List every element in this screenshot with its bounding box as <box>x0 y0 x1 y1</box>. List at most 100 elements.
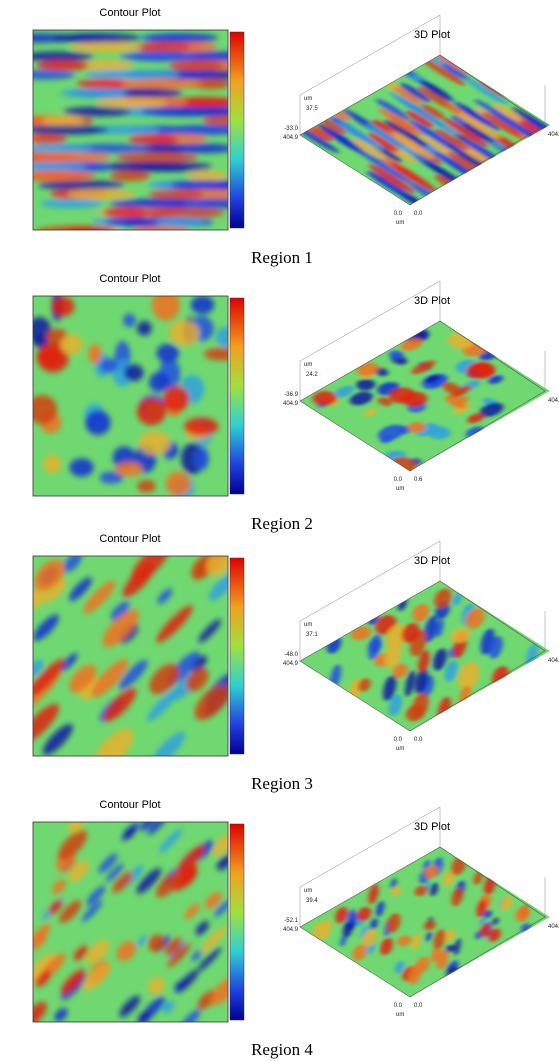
origin-x: 0.0 <box>394 737 403 743</box>
blob <box>368 164 415 194</box>
blob <box>157 588 173 604</box>
surface-plot <box>300 320 550 471</box>
blob <box>110 601 130 621</box>
blob <box>445 395 467 409</box>
texture <box>33 556 229 756</box>
blob <box>83 580 116 614</box>
surface-image <box>300 54 550 205</box>
blob <box>444 660 458 682</box>
blob <box>390 878 397 889</box>
surface-edge <box>299 580 546 732</box>
blob <box>334 385 355 398</box>
blob <box>59 900 82 923</box>
contour-plot <box>33 296 229 496</box>
region: Contour Plot 3D Plot um 37.1 -48.0 404.9 404.4… <box>32 533 559 793</box>
blob <box>122 565 154 598</box>
blob <box>38 180 125 190</box>
blob <box>464 77 509 106</box>
contour-frame <box>32 29 229 231</box>
blob <box>155 217 204 227</box>
x-max: 404.4 <box>548 398 559 404</box>
contour-title: Contour Plot <box>99 7 160 19</box>
blob <box>116 941 137 962</box>
blob <box>408 119 450 146</box>
blob <box>151 296 181 321</box>
blob <box>184 903 200 920</box>
blob <box>367 132 399 153</box>
blob <box>33 170 95 182</box>
blob <box>421 104 445 120</box>
blob <box>419 79 454 102</box>
blob <box>124 364 144 382</box>
blob <box>453 101 500 132</box>
blob <box>194 684 229 721</box>
blob <box>443 870 455 887</box>
blob <box>457 661 480 691</box>
blob <box>492 917 499 926</box>
surface-image <box>300 580 550 731</box>
surface-image <box>300 846 550 997</box>
blob <box>168 60 224 71</box>
blob <box>464 139 495 159</box>
blob <box>357 149 414 185</box>
blob <box>453 404 471 415</box>
blob <box>448 385 472 399</box>
surface-box <box>299 806 546 927</box>
blob <box>126 162 213 172</box>
blob <box>337 121 385 152</box>
blob <box>368 883 379 905</box>
blob <box>458 112 501 140</box>
z-min: -52.1 <box>284 918 298 924</box>
blob <box>109 170 151 182</box>
region: Contour Plot 3D Plot um 37.5 -33.0 404.9 404.4… <box>32 7 559 267</box>
blob <box>200 926 227 954</box>
blob <box>435 618 444 638</box>
blob <box>60 334 83 355</box>
blob <box>164 937 183 956</box>
region: Contour Plot 3D Plot um 24.2 -36.9 404.9 404.4… <box>32 273 559 533</box>
blob <box>479 402 504 417</box>
blob <box>136 321 152 336</box>
blob <box>136 935 148 947</box>
blob <box>357 906 372 922</box>
blob <box>418 650 430 673</box>
blob <box>405 704 426 722</box>
blob <box>408 963 422 985</box>
blob <box>340 935 347 947</box>
blob <box>76 78 132 90</box>
blob <box>33 134 68 145</box>
blob <box>51 296 75 317</box>
blob <box>53 33 142 43</box>
caption: Region 1 <box>251 248 313 267</box>
blob <box>414 668 429 694</box>
blob <box>312 391 337 406</box>
surface-edge <box>299 54 546 206</box>
blob <box>197 990 216 1010</box>
origin-x: 0.0 <box>394 1003 403 1009</box>
blob <box>450 628 471 643</box>
caption: Region 2 <box>251 514 313 533</box>
blob <box>424 865 439 879</box>
blob <box>380 937 393 956</box>
blob <box>375 98 410 121</box>
blob <box>140 106 229 117</box>
blob <box>436 950 449 970</box>
surface-title: 3D Plot <box>414 821 450 833</box>
z-min: -48.0 <box>284 652 298 658</box>
blob <box>158 828 183 854</box>
blob <box>442 63 471 81</box>
blob <box>466 361 495 379</box>
blob <box>362 929 378 947</box>
texture <box>326 588 538 724</box>
blob <box>392 132 434 159</box>
blob <box>69 664 97 693</box>
blob <box>380 435 394 444</box>
blob <box>121 78 204 90</box>
blob <box>85 410 111 436</box>
caption: Region 3 <box>251 774 313 793</box>
blob <box>369 918 378 930</box>
blob <box>442 117 489 148</box>
blob <box>86 885 106 906</box>
blob <box>105 70 180 80</box>
blob <box>363 408 377 417</box>
